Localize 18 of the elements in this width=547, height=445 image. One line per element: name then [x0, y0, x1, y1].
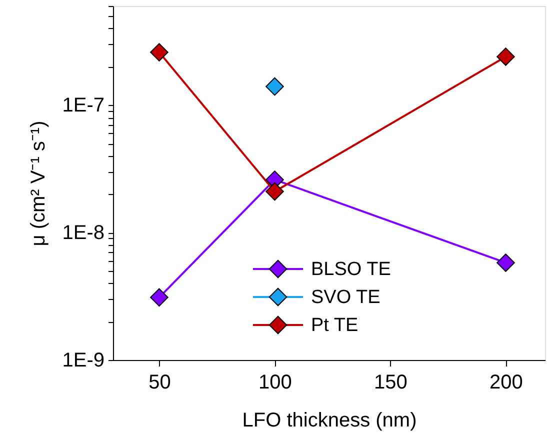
x-tick-label: 100	[258, 372, 292, 394]
legend-label: Pt TE	[311, 315, 358, 336]
y-tick-label: 1E-8	[62, 222, 104, 244]
legend-label: SVO TE	[311, 287, 380, 308]
point	[150, 43, 168, 62]
x-tick-label: 50	[148, 372, 171, 394]
y-tick-label: 1E-9	[62, 350, 104, 372]
point	[496, 254, 515, 272]
y-axis-title: μ (cm² V⁻¹ s⁻¹)	[27, 120, 50, 246]
point	[150, 288, 168, 307]
legend-label: BLSO TE	[311, 259, 391, 280]
point	[266, 182, 284, 201]
x-tick-label: 150	[374, 372, 408, 394]
x-axis-title: LFO thickness (nm)	[242, 410, 417, 432]
y-tick-label: 1E-7	[62, 94, 104, 117]
point	[266, 77, 284, 96]
point	[496, 48, 515, 66]
x-tick-label: 200	[490, 372, 523, 394]
